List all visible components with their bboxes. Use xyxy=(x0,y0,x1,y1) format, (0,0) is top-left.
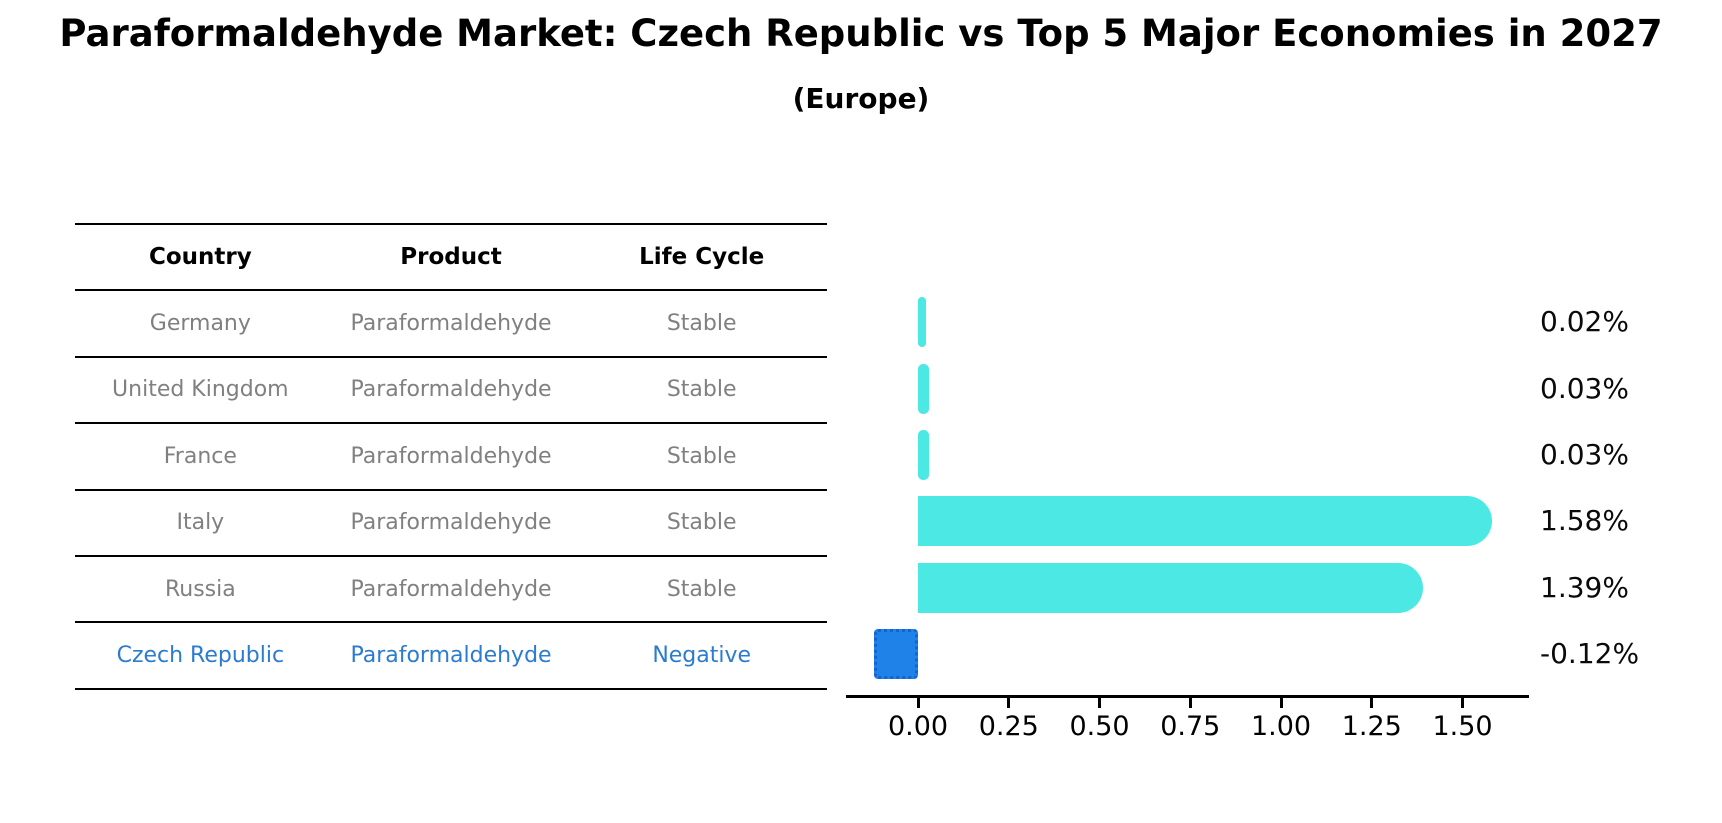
bar-czech-republic xyxy=(874,629,918,680)
table-row-czech-republic: Czech Republic Paraformaldehyde Negative xyxy=(75,623,827,687)
table-row-italy: Italy Paraformaldehyde Stable xyxy=(75,491,827,557)
x-tick-0.00 xyxy=(916,698,920,708)
bar-italy xyxy=(918,496,1492,547)
x-tick-0.25 xyxy=(1007,698,1011,708)
x-tick-1.25 xyxy=(1370,698,1374,708)
chart-subtitle: (Europe) xyxy=(792,82,930,115)
table-row-germany: Germany Paraformaldehyde Stable xyxy=(75,291,827,358)
bar-united-kingdom xyxy=(918,363,929,414)
value-label-czech-republic: -0.12% xyxy=(1540,637,1640,671)
column-header-life-cycle: Life Cycle xyxy=(639,244,765,271)
cell-product: Paraformaldehyde xyxy=(350,510,552,536)
table-row-russia: Russia Paraformaldehyde Stable xyxy=(75,557,827,624)
value-label-italy: 1.58% xyxy=(1540,504,1629,538)
x-tick-1.00 xyxy=(1279,698,1283,708)
x-tick-label-1.25: 1.25 xyxy=(1341,711,1402,742)
cell-product: Paraformaldehyde xyxy=(350,576,552,602)
bar-germany xyxy=(918,297,926,348)
value-label-russia: 1.39% xyxy=(1540,570,1629,604)
x-tick-label-0.00: 0.00 xyxy=(887,711,949,742)
x-axis-line xyxy=(846,695,1529,698)
table-row-france: France Paraformaldehyde Stable xyxy=(75,424,827,491)
country-table: Country Product Life Cycle Germany Parafo… xyxy=(75,223,827,690)
x-tick-label-1.00: 1.00 xyxy=(1250,711,1312,742)
cell-country: Germany xyxy=(149,311,251,337)
cell-product: Paraformaldehyde xyxy=(350,311,552,337)
cell-life-cycle: Negative xyxy=(652,643,752,669)
chart-title: Paraformaldehyde Market: Czech Republic … xyxy=(59,12,1663,55)
table-header-row: Country Product Life Cycle xyxy=(75,225,827,292)
table-row-united-kingdom: United Kingdom Paraformaldehyde Stable xyxy=(75,358,827,425)
cell-country: France xyxy=(163,443,237,469)
value-label-united-kingdom: 0.03% xyxy=(1540,371,1629,405)
cell-product: Paraformaldehyde xyxy=(350,643,552,669)
x-tick-0.75 xyxy=(1188,698,1192,708)
bar-russia xyxy=(918,562,1423,613)
cell-country: United Kingdom xyxy=(112,377,289,403)
cell-country: Czech Republic xyxy=(116,643,285,669)
value-label-germany: 0.02% xyxy=(1540,305,1629,339)
cell-life-cycle: Stable xyxy=(666,510,737,536)
value-label-france: 0.03% xyxy=(1540,438,1629,471)
x-tick-label-0.75: 0.75 xyxy=(1160,711,1221,742)
cell-country: Italy xyxy=(176,510,225,536)
cell-life-cycle: Stable xyxy=(666,377,737,403)
bar-france xyxy=(918,430,929,480)
column-header-product: Product xyxy=(400,244,502,271)
x-tick-label-1.50: 1.50 xyxy=(1432,711,1493,742)
cell-product: Paraformaldehyde xyxy=(350,443,552,469)
x-tick-label-0.25: 0.25 xyxy=(978,711,1039,742)
cell-product: Paraformaldehyde xyxy=(350,377,552,403)
cell-country: Russia xyxy=(164,576,236,602)
cell-life-cycle: Stable xyxy=(666,443,737,469)
column-header-country: Country xyxy=(148,244,252,271)
table-body: Germany Paraformaldehyde Stable United King… xyxy=(75,291,827,687)
cell-life-cycle: Stable xyxy=(666,311,737,337)
x-tick-label-0.50: 0.50 xyxy=(1069,711,1130,742)
cell-life-cycle: Stable xyxy=(666,576,737,602)
x-tick-0.50 xyxy=(1098,698,1101,708)
x-tick-1.50 xyxy=(1461,698,1464,708)
